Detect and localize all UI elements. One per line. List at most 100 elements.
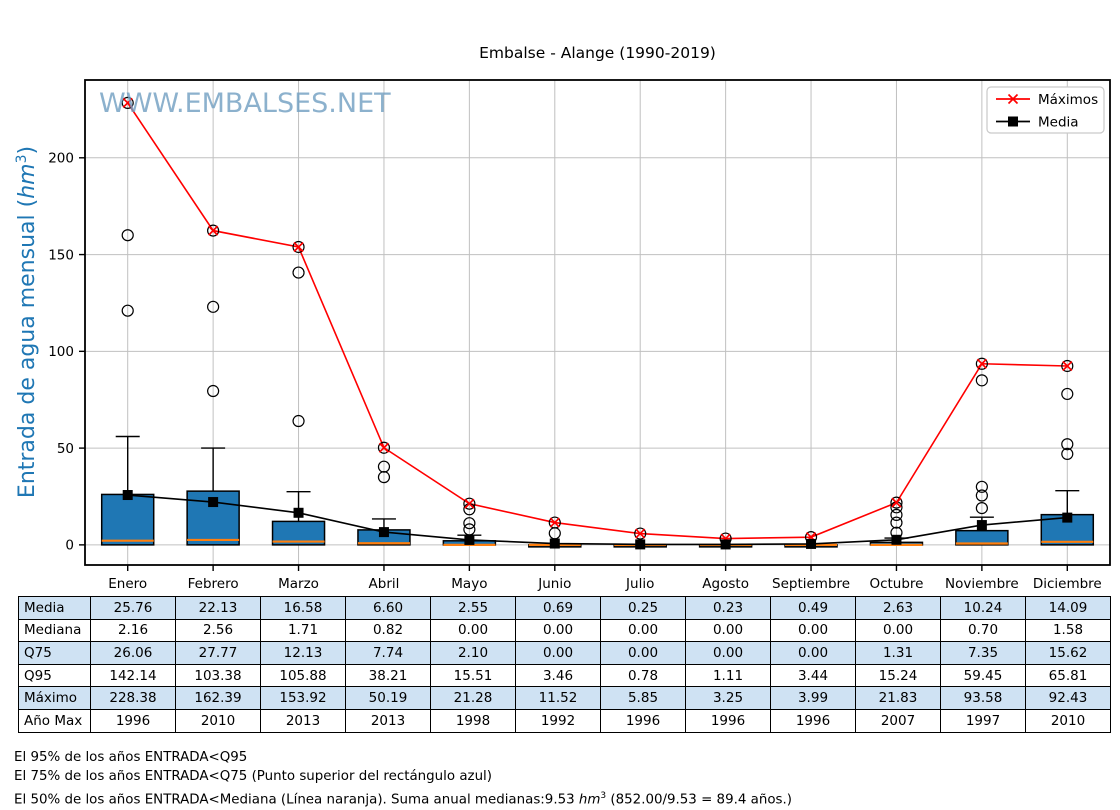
table-cell: 25.76	[90, 596, 176, 620]
maximos-point	[1062, 360, 1073, 372]
outlier-point	[1061, 447, 1074, 461]
footer-notes: El 95% de los años ENTRADA<Q95 El 75% de…	[14, 749, 792, 810]
legend-label: Máximos	[1038, 92, 1098, 108]
axis-ticks: 0 50 100 150 200 Enero Febrero Marzo Abril Mayo Ju…	[48, 151, 1102, 592]
outlier-point	[975, 374, 988, 387]
table-cell: 12.13	[260, 641, 346, 665]
table-cell: 153.92	[260, 686, 346, 710]
outlier-point	[975, 480, 988, 493]
outlier-point	[1061, 438, 1074, 451]
footer-note-sup: 3	[600, 790, 607, 801]
maximos-point	[293, 241, 304, 253]
outlier-point	[463, 517, 476, 530]
table-cell: 2.55	[430, 596, 516, 620]
table-cell: 1996	[685, 708, 771, 733]
table-cell: 1.31	[855, 641, 941, 665]
table-cell: 14.09	[1025, 596, 1111, 620]
table-cell: 0.00	[515, 618, 601, 643]
footer-note-mediana: El 50% de los años ENTRADA<Mediana (Líne…	[14, 787, 792, 810]
outlier-point	[975, 489, 988, 502]
table-cell: 0.82	[345, 618, 431, 643]
maximos-point	[208, 225, 219, 236]
outlier-point	[292, 266, 305, 279]
outlier-point	[890, 496, 903, 509]
box	[955, 529, 1009, 546]
box-febrero	[186, 447, 240, 546]
media-point	[1062, 512, 1073, 523]
table-cell: 0.00	[855, 618, 941, 643]
outlier-point	[890, 508, 903, 521]
y-tick-label: 50	[57, 441, 74, 457]
outlier-point	[463, 497, 476, 510]
legend: Máximos Media	[986, 86, 1105, 134]
table-cell: 0.49	[770, 596, 856, 620]
x-tick-label: Agosto	[702, 576, 749, 592]
table-cell: 59.45	[940, 663, 1026, 688]
table-cell: 0.25	[600, 596, 686, 620]
maximos-point	[378, 442, 390, 453]
table-cell: 3.99	[770, 686, 856, 710]
table-cell: 1.71	[260, 618, 346, 643]
table-cell: 2010	[175, 708, 261, 733]
table-cell: 2007	[855, 708, 941, 733]
table-cell: 1997	[940, 708, 1026, 733]
table-cell: 2013	[260, 708, 346, 733]
x-tick-label: Febrero	[188, 576, 239, 592]
media-point	[293, 507, 304, 518]
legend-media-marker-icon	[1008, 116, 1018, 127]
table-row-q95: Q95 142.14 103.38 105.88 38.21 15.51 3.46 0.78 1…	[18, 663, 1111, 688]
maximos-point	[549, 517, 560, 528]
table-row-año-max: Año Max 1996 2010 2013 2013 1998 1992 1996 1996 1…	[18, 708, 1111, 733]
outlier-point	[975, 357, 988, 370]
x-tick-label: Abril	[369, 576, 400, 592]
outlier-point	[292, 414, 305, 428]
media-point	[720, 539, 731, 550]
table-cell: 2010	[1025, 708, 1111, 733]
outlier-point	[463, 523, 476, 536]
table-cell: 1.11	[685, 663, 771, 688]
x-tick-label: Julio	[625, 576, 654, 592]
outlier-point	[292, 240, 305, 254]
table-cell: 0.00	[770, 641, 856, 665]
media-point	[378, 527, 389, 538]
x-tick-label: Septiembre	[772, 576, 850, 592]
media-point	[976, 520, 987, 531]
table-cell: 228.38	[90, 686, 176, 710]
maximos-point	[464, 498, 475, 509]
media-point	[891, 534, 902, 545]
media-point	[208, 497, 219, 508]
outlier-point	[207, 384, 220, 398]
table-cell: 0.70	[940, 618, 1026, 643]
outlier-point	[1061, 359, 1074, 373]
maximos-point	[635, 528, 646, 539]
table-cell: 21.83	[855, 686, 941, 710]
table-cell: 0.00	[430, 618, 516, 643]
row-label: Mediana	[18, 618, 91, 643]
table-cell: 2.10	[430, 641, 516, 665]
maximos-point	[891, 497, 902, 508]
monthly-stats-table: Media 25.76 22.13 16.58 6.60 2.55 0.69 0.25 0.23…	[18, 596, 1111, 733]
table-cell: 65.81	[1025, 663, 1111, 688]
table-cell: 0.78	[600, 663, 686, 688]
table-cell: 1992	[515, 708, 601, 733]
row-label: Año Max	[18, 708, 91, 733]
x-tick-label: Junio	[537, 576, 571, 592]
box	[271, 520, 326, 546]
table-cell: 0.00	[600, 618, 686, 643]
table-cell: 2.56	[175, 618, 261, 643]
line-media	[127, 494, 1068, 546]
x-tick-label: Mayo	[451, 576, 487, 592]
table-cell: 21.28	[430, 686, 516, 710]
table-cell: 15.62	[1025, 641, 1111, 665]
table-row-máximo: Máximo 228.38 162.39 153.92 50.19 21.28 11.52 5…	[18, 686, 1111, 710]
x-tick-label: Octubre	[869, 576, 923, 592]
media-point	[635, 539, 646, 550]
x-tick-label: Diciembre	[1033, 576, 1102, 592]
legend-maximos-marker-icon	[1007, 93, 1019, 105]
outlier-point	[377, 441, 391, 454]
markers-media	[122, 490, 1073, 550]
outlier-point	[1061, 387, 1074, 401]
table-row-mediana: Mediana 2.16 2.56 1.71 0.82 0.00 0.00 0.00 0.00 0…	[18, 618, 1111, 643]
table-cell: 15.51	[430, 663, 516, 688]
footer-note-text-end: (852.00/9.53 = 89.4 años.)	[606, 792, 792, 808]
